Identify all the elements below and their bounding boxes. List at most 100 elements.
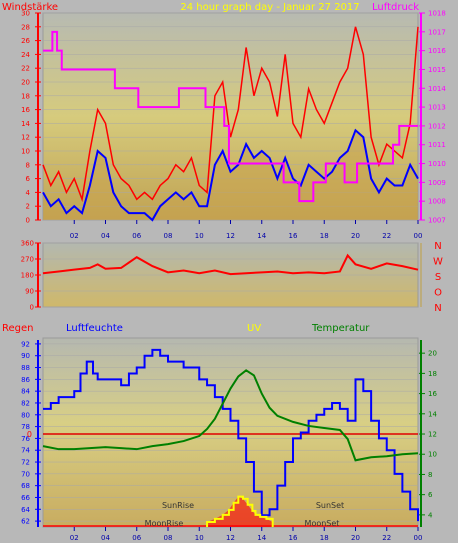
time-tick-label: 16 xyxy=(289,232,298,240)
temperature-tick-label: 4 xyxy=(428,511,433,519)
wind-tick-label: 24 xyxy=(21,51,30,59)
wind-tick-label: 28 xyxy=(21,23,30,31)
humidity-tick-label: 76 xyxy=(21,435,30,443)
time-tick-label: 00 xyxy=(414,232,423,240)
time-tick-label: 12 xyxy=(226,232,235,240)
time-tick-label: 22 xyxy=(382,232,391,240)
humidity-tick-label: 88 xyxy=(21,364,30,372)
wind-tick-label: 14 xyxy=(21,120,30,128)
humidity-tick-label: 62 xyxy=(21,518,30,526)
wind-tick-label: 22 xyxy=(21,65,30,73)
time-tick-label: 06 xyxy=(132,534,141,542)
time-tick-label: 20 xyxy=(351,534,360,542)
wind-tick-label: 8 xyxy=(26,161,30,169)
time-tick-label: 06 xyxy=(132,232,141,240)
direction-tick-label: 0 xyxy=(30,304,34,312)
gust-line xyxy=(42,26,419,203)
time-tick-label: 10 xyxy=(195,232,204,240)
time-tick-label: 18 xyxy=(320,232,329,240)
time-tick-label: 02 xyxy=(70,232,79,240)
humidity-tick-label: 70 xyxy=(21,470,30,478)
wind-tick-label: 18 xyxy=(21,92,30,100)
pressure-tick-label: 1012 xyxy=(428,122,446,130)
humidity-tick-label: 78 xyxy=(21,423,30,431)
compass-label: S xyxy=(435,272,441,283)
temperature-label: Temperatur xyxy=(311,323,370,334)
humidity-tick-label: 72 xyxy=(21,459,30,467)
humidity-label: Luftfeuchte xyxy=(66,323,123,334)
time-tick-label: 08 xyxy=(164,232,173,240)
direction-line xyxy=(42,253,419,276)
pressure-tick-label: 1016 xyxy=(428,47,446,55)
humidity-tick-label: 92 xyxy=(21,340,30,348)
moonset-label: MoonSet xyxy=(305,519,340,528)
rain-zero-tick: 0 xyxy=(27,430,32,439)
pressure-tick-label: 1009 xyxy=(428,179,446,187)
temperature-tick-label: 12 xyxy=(428,431,437,439)
time-tick-label: 18 xyxy=(320,534,329,542)
wind-tick-label: 12 xyxy=(21,134,30,142)
time-tick-label: 22 xyxy=(382,534,391,542)
direction-tick-label: 270 xyxy=(21,256,34,264)
temperature-tick-label: 10 xyxy=(428,451,437,459)
pressure-tick-label: 1013 xyxy=(428,104,446,112)
direction-tick-label: 90 xyxy=(25,288,34,296)
direction-tick-label: 180 xyxy=(21,272,34,280)
humidity-plot-area xyxy=(42,337,419,528)
wind-tick-label: 16 xyxy=(21,106,30,114)
humidity-tick-label: 64 xyxy=(21,506,30,514)
time-tick-label: 14 xyxy=(257,534,266,542)
temperature-tick-label: 16 xyxy=(428,390,437,398)
time-tick-label: 00 xyxy=(414,534,423,542)
temperature-tick-label: 20 xyxy=(428,350,437,358)
humidity-tick-label: 66 xyxy=(21,494,30,502)
time-tick-label: 12 xyxy=(226,534,235,542)
pressure-tick-label: 1008 xyxy=(428,198,446,206)
wind-tick-label: 4 xyxy=(26,189,31,197)
time-tick-label: 20 xyxy=(351,232,360,240)
temperature-tick-label: 14 xyxy=(428,410,437,418)
direction-tick-label: 360 xyxy=(21,240,34,248)
wind-tick-label: 26 xyxy=(21,37,30,45)
compass-label: N xyxy=(434,241,441,252)
moonrise-label: MoonRise xyxy=(145,519,184,528)
time-tick-label: 14 xyxy=(257,232,266,240)
wind-tick-label: 2 xyxy=(26,203,30,211)
temperature-tick-label: 8 xyxy=(428,471,432,479)
pressure-tick-label: 1014 xyxy=(428,85,446,93)
wind-tick-label: 20 xyxy=(21,79,30,87)
pressure-tick-label: 1018 xyxy=(428,10,446,18)
humidity-tick-label: 84 xyxy=(21,388,30,396)
uv-label: UV xyxy=(247,323,261,334)
pressure-label: Luftdruck xyxy=(372,2,419,13)
humidity-tick-label: 86 xyxy=(21,376,30,384)
pressure-tick-label: 1007 xyxy=(428,217,446,225)
humidity-tick-label: 80 xyxy=(21,411,30,419)
humidity-tick-label: 90 xyxy=(21,352,30,360)
humidity-tick-label: 74 xyxy=(21,447,30,455)
uv-line xyxy=(206,495,274,527)
wind-tick-label: 30 xyxy=(21,10,30,18)
wind-label: Windstärke xyxy=(2,2,58,13)
time-tick-label: 02 xyxy=(70,534,79,542)
time-tick-label: 04 xyxy=(101,232,110,240)
time-tick-label: 10 xyxy=(195,534,204,542)
pressure-tick-label: 1010 xyxy=(428,160,446,168)
wind-line xyxy=(42,128,419,222)
sunrise-label: SunRise xyxy=(162,501,194,510)
time-tick-label: 08 xyxy=(164,534,173,542)
temperature-tick-label: 18 xyxy=(428,370,437,378)
humidity-tick-label: 68 xyxy=(21,482,30,490)
humidity-line xyxy=(43,348,419,522)
wind-tick-label: 0 xyxy=(26,217,30,225)
rain-label: Regen xyxy=(2,323,34,334)
sunset-label: SunSet xyxy=(316,501,344,510)
wind-tick-label: 6 xyxy=(26,175,31,183)
compass-label: N xyxy=(434,303,441,314)
wind-tick-label: 10 xyxy=(21,148,30,156)
compass-label: O xyxy=(434,288,442,299)
humidity-tick-label: 82 xyxy=(21,399,30,407)
time-tick-label: 04 xyxy=(101,534,110,542)
